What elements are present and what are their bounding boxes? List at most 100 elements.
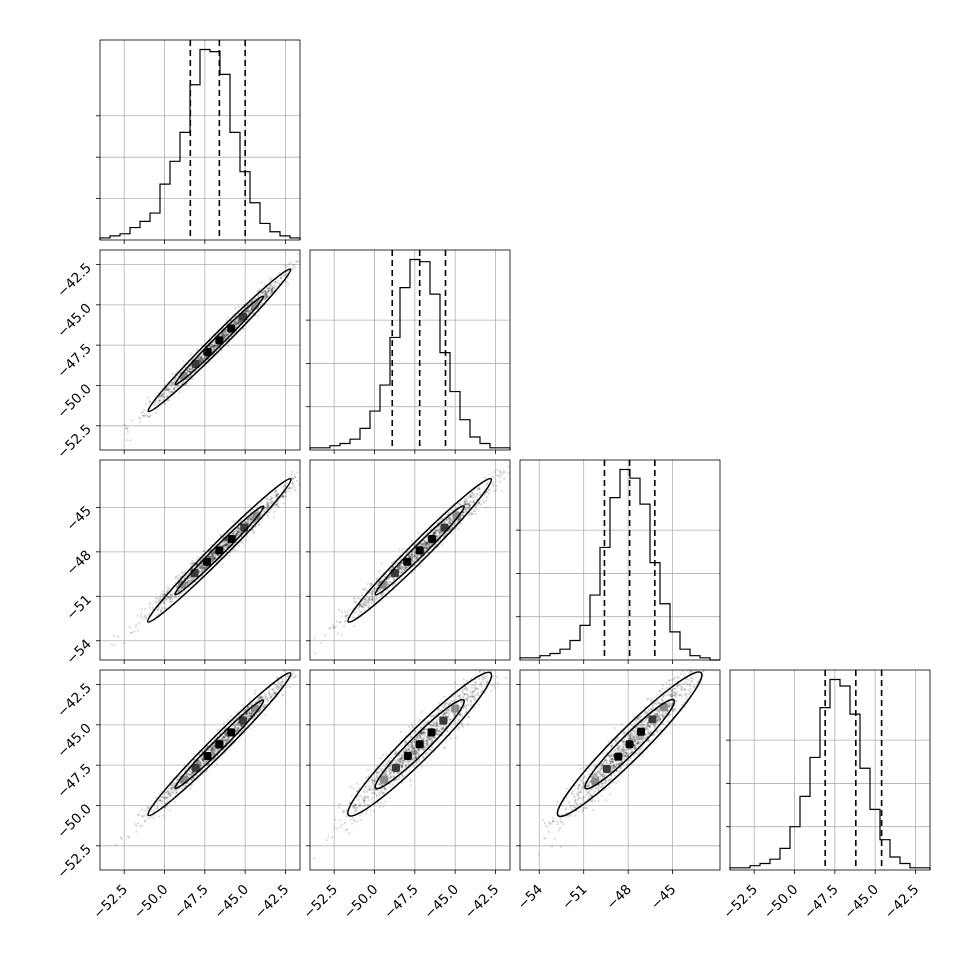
- sample-point: [294, 266, 297, 269]
- sample-point: [166, 586, 169, 589]
- sample-point: [469, 495, 472, 498]
- sample-point: [190, 374, 193, 377]
- sample-point: [224, 331, 227, 334]
- sample-point: [235, 534, 238, 537]
- sample-point: [248, 712, 251, 715]
- sample-point: [167, 792, 170, 796]
- sample-point: [485, 496, 488, 499]
- sample-point: [199, 762, 202, 765]
- sample-point: [221, 544, 225, 548]
- sample-point: [249, 711, 252, 714]
- sample-point: [450, 518, 453, 521]
- sample-point: [259, 696, 262, 700]
- sample-point: [221, 563, 224, 566]
- sample-point: [234, 322, 237, 326]
- sample-point: [427, 542, 430, 545]
- sample-point: [207, 763, 211, 766]
- sample-point: [140, 808, 143, 811]
- sample-point: [224, 538, 228, 541]
- sample-point: [209, 345, 212, 348]
- sample-point: [433, 530, 436, 533]
- sample-point: [284, 495, 288, 498]
- sample-point: [204, 566, 208, 569]
- sample-point: [169, 786, 173, 790]
- sample-point: [254, 525, 257, 528]
- sample-point: [213, 748, 216, 751]
- sample-point: [405, 566, 408, 569]
- sample-point: [222, 545, 225, 548]
- sample-point: [501, 471, 505, 475]
- sample-point: [257, 510, 261, 513]
- sample-point: [302, 468, 304, 470]
- sample-point: [468, 505, 472, 508]
- sample-point: [436, 536, 439, 540]
- sample-point: [236, 530, 239, 534]
- sample-point: [316, 642, 318, 644]
- sample-point: [217, 344, 220, 347]
- sample-point: [238, 713, 241, 716]
- sample-point: [375, 577, 379, 580]
- sample-point: [423, 546, 427, 549]
- sample-point: [200, 570, 203, 573]
- sample-point: [199, 567, 202, 570]
- sample-point: [166, 596, 170, 600]
- sample-point: [266, 504, 269, 507]
- sample-point: [221, 332, 224, 335]
- sample-point: [212, 749, 215, 752]
- sample-point: [388, 569, 391, 572]
- sample-point: [224, 739, 228, 742]
- sample-point: [427, 542, 430, 546]
- sample-point: [204, 760, 208, 763]
- sample-point: [302, 471, 304, 473]
- sample-point: [271, 688, 274, 691]
- sample-point: [416, 556, 419, 560]
- sample-point: [427, 542, 431, 545]
- sample-point: [213, 557, 216, 560]
- x-tick-label: −50.0: [761, 882, 802, 923]
- sample-point: [410, 555, 414, 558]
- sample-point: [234, 726, 237, 729]
- sample-point: [143, 414, 146, 417]
- sample-point: [234, 534, 238, 537]
- sample-point: [135, 623, 138, 626]
- sample-point: [270, 508, 273, 511]
- sample-point: [452, 524, 456, 527]
- sample-point: [463, 503, 466, 506]
- sample-point: [219, 533, 222, 536]
- sample-point: [247, 308, 250, 312]
- sample-point: [357, 613, 360, 616]
- sample-point: [387, 583, 390, 586]
- sample-point: [200, 356, 203, 359]
- sample-point: [368, 605, 371, 608]
- sample-point: [202, 565, 205, 568]
- sample-point: [211, 345, 214, 348]
- sample-point: [284, 274, 287, 277]
- x-tick-label: −45.0: [841, 882, 882, 923]
- sample-point: [237, 305, 240, 309]
- sample-point: [442, 535, 445, 538]
- sample-point: [247, 522, 250, 525]
- sample-point: [362, 608, 366, 611]
- sample-point: [256, 510, 259, 513]
- sample-point: [399, 572, 402, 575]
- sample-point: [271, 286, 275, 290]
- sample-point: [247, 518, 250, 521]
- sample-point: [484, 483, 488, 486]
- sample-point: [283, 491, 286, 494]
- sample-point: [187, 369, 190, 372]
- sample-point: [470, 491, 474, 495]
- sample-point: [236, 522, 239, 525]
- sample-point: [403, 568, 406, 571]
- sample-point: [484, 506, 488, 509]
- hist-panel-2: [306, 249, 511, 454]
- sample-point: [408, 555, 411, 559]
- sample-point: [188, 576, 191, 579]
- sample-point: [225, 333, 228, 336]
- sample-point: [151, 608, 154, 611]
- sample-point: [436, 529, 439, 532]
- sample-point: [226, 537, 229, 540]
- sample-point: [421, 543, 424, 546]
- sample-point: [385, 584, 389, 587]
- sample-point: [235, 532, 238, 535]
- sample-point: [372, 600, 375, 603]
